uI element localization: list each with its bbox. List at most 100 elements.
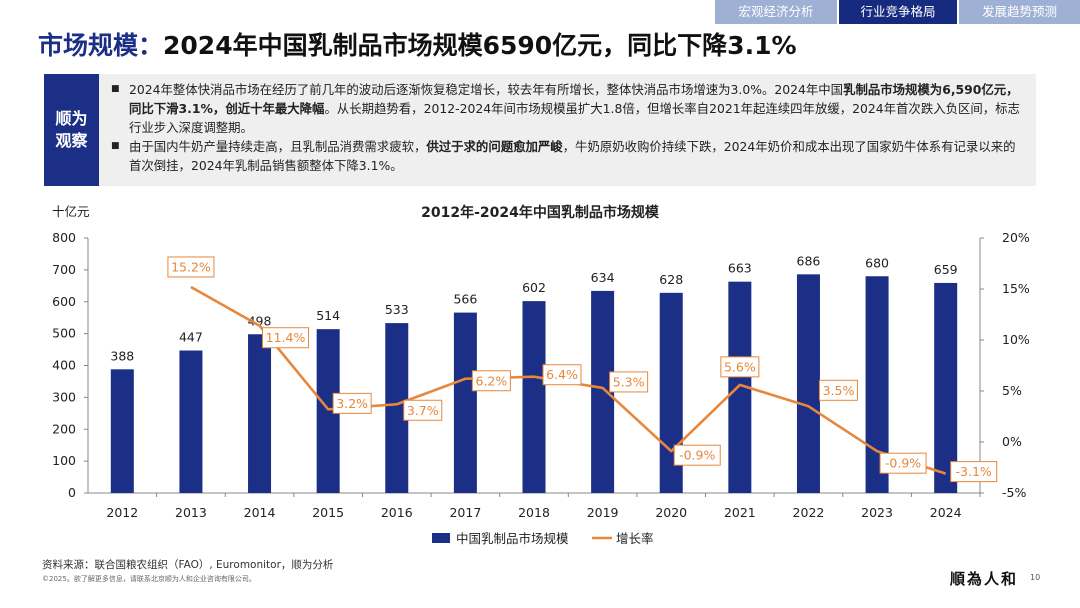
bar-2016 [385, 323, 409, 493]
bar-value-label: 514 [316, 308, 340, 323]
p2-part-c: ，牛奶原奶收购价持续下跌，2024年奶价和成本出现了国家奶牛体系有记录以来的首次… [129, 139, 1016, 173]
chart-title: 2012年-2024年中国乳制品市场规模 [421, 204, 660, 221]
x-tick-label: 2022 [793, 505, 825, 520]
y-left-tick-label: 800 [52, 230, 76, 245]
bar-value-label: 628 [659, 272, 683, 287]
tab-macro-economy[interactable]: 宏观经济分析 [715, 0, 837, 24]
y-right-tick-label: -5% [1002, 485, 1026, 500]
x-tick-label: 2023 [861, 505, 893, 520]
page-number: 10 [1030, 573, 1041, 582]
x-tick-label: 2024 [930, 505, 962, 520]
growth-label-2014: 11.4% [266, 330, 306, 345]
observation-label-line1: 顺为 [55, 109, 88, 128]
x-tick-label: 2013 [175, 505, 207, 520]
bar-value-label: 447 [179, 330, 203, 345]
growth-label-box [673, 444, 721, 466]
bar-2014 [248, 334, 272, 493]
top-nav-tabs: 宏观经济分析 行业竞争格局 发展趋势预测 [713, 0, 1080, 24]
bar-2021 [728, 281, 752, 493]
growth-label-box [542, 364, 582, 386]
growth-label-box [403, 399, 443, 421]
growth-label-box [167, 256, 215, 278]
x-tick-label: 2021 [724, 505, 756, 520]
tab-industry-competition[interactable]: 行业竞争格局 [839, 0, 957, 24]
bar-value-label: 634 [591, 270, 615, 285]
y-right-tick-label: 0% [1002, 434, 1022, 449]
p2-part-a: 由于国内牛奶产量持续走高，且乳制品消费需求疲软， [129, 139, 427, 154]
x-tick-label: 2016 [381, 505, 413, 520]
p2-bold: 供过于求的问题愈加严峻 [426, 139, 563, 154]
observation-bullet-2: 由于国内牛奶产量持续走高，且乳制品消费需求疲软，供过于求的问题愈加严峻，牛奶原奶… [111, 137, 1026, 175]
observation-label: 顺为 观察 [44, 74, 99, 186]
y-left-tick-label: 700 [52, 262, 76, 277]
growth-label-2022: 3.5% [823, 383, 855, 398]
data-source: 资料来源：联合国粮农组织（FAO）, Euromonitor，顺为分析 [42, 559, 334, 571]
x-tick-label: 2019 [587, 505, 619, 520]
p1-bold: 乳制品市场规模为6,590亿元，同比下滑3.1%，创近十年最大降幅 [129, 82, 1019, 116]
bar-2015 [316, 329, 340, 493]
bar-2018 [522, 301, 546, 493]
y-left-tick-label: 600 [52, 294, 76, 309]
legend-bar-label: 中国乳制品市场规模 [456, 531, 569, 546]
observation-text: 2024年整体快消品市场在经历了前几年的波动后逐渐恢复稳定增长，较去年有所增长，… [111, 80, 1026, 175]
growth-label-box [609, 371, 649, 393]
growth-label-2019: 5.3% [613, 374, 645, 389]
p1-part-c: 。从长期趋势看，2012-2024年间市场规模虽扩大1.8倍，但增长率自2021… [129, 101, 1020, 135]
bar-value-label: 663 [728, 261, 752, 276]
bar-2020 [659, 292, 683, 493]
growth-label-box [879, 452, 927, 474]
growth-label-box [332, 392, 372, 414]
y-right-tick-label: 5% [1002, 383, 1022, 398]
growth-label-box [471, 370, 511, 392]
y-right-tick-label: 15% [1002, 281, 1030, 296]
bar-2023 [865, 276, 889, 493]
legend-bar-swatch [432, 533, 450, 543]
y-left-tick-label: 200 [52, 421, 76, 436]
observation-panel: 顺为 观察 2024年整体快消品市场在经历了前几年的波动后逐渐恢复稳定增长，较去… [44, 74, 1036, 186]
growth-label-2020: -0.9% [679, 448, 715, 463]
bar-value-label: 498 [248, 313, 272, 328]
x-tick-label: 2020 [655, 505, 687, 520]
y-right-tick-label: 20% [1002, 230, 1030, 245]
y-left-tick-label: 400 [52, 358, 76, 373]
x-tick-label: 2015 [312, 505, 344, 520]
bar-value-label: 388 [110, 348, 134, 363]
x-tick-label: 2017 [449, 505, 481, 520]
y-left-tick-label: 300 [52, 389, 76, 404]
bar-value-label: 680 [865, 255, 889, 270]
growth-label-box [720, 356, 760, 378]
x-tick-label: 2014 [244, 505, 276, 520]
title-highlight: 市场规模： [38, 31, 164, 60]
bar-2024 [934, 282, 958, 493]
bar-2019 [591, 290, 615, 493]
x-tick-label: 2012 [106, 505, 138, 520]
observation-label-line2: 观察 [55, 131, 88, 150]
growth-label-2023: -0.9% [885, 456, 921, 471]
page-title: 市场规模：2024年中国乳制品市场规模6590亿元，同比下降3.1% [38, 26, 797, 62]
y-left-tick-label: 0 [68, 485, 76, 500]
bar-value-label: 533 [385, 302, 409, 317]
copyright: ©2025。欲了解更多信息，请联系北京顺为人和企业咨询有限公司。 [42, 575, 256, 583]
y-axis-unit-label: 十亿元 [52, 204, 90, 219]
bar-2012 [110, 369, 134, 493]
growth-label-2018: 6.4% [546, 367, 578, 382]
tab-development-trend[interactable]: 发展趋势预测 [959, 0, 1080, 24]
market-size-chart: 2012年-2024年中国乳制品市场规模 十亿元 0 100 200 300 400 500 6… [52, 204, 1030, 546]
growth-label-2016: 3.7% [407, 403, 439, 418]
bar-value-label: 659 [934, 262, 958, 277]
bar-value-label: 686 [797, 253, 821, 268]
growth-label-box [262, 327, 310, 349]
title-text: 2024年中国乳制品市场规模6590亿元，同比下降3.1% [163, 31, 797, 60]
bar-2017 [453, 312, 477, 493]
y-right-tick-label: 10% [1002, 332, 1030, 347]
growth-label-box [950, 461, 998, 483]
company-logo: 順為人和 [950, 570, 1019, 588]
growth-label-2013: 15.2% [171, 259, 211, 274]
x-tick-label: 2018 [518, 505, 550, 520]
legend-line-label: 增长率 [616, 531, 654, 546]
observation-bullet-1: 2024年整体快消品市场在经历了前几年的波动后逐渐恢复稳定增长，较去年有所增长，… [111, 80, 1026, 137]
bar-value-label: 602 [522, 280, 546, 295]
y-left-tick-label: 500 [52, 326, 76, 341]
y-left-tick-label: 100 [52, 453, 76, 468]
growth-label-box [818, 379, 858, 401]
